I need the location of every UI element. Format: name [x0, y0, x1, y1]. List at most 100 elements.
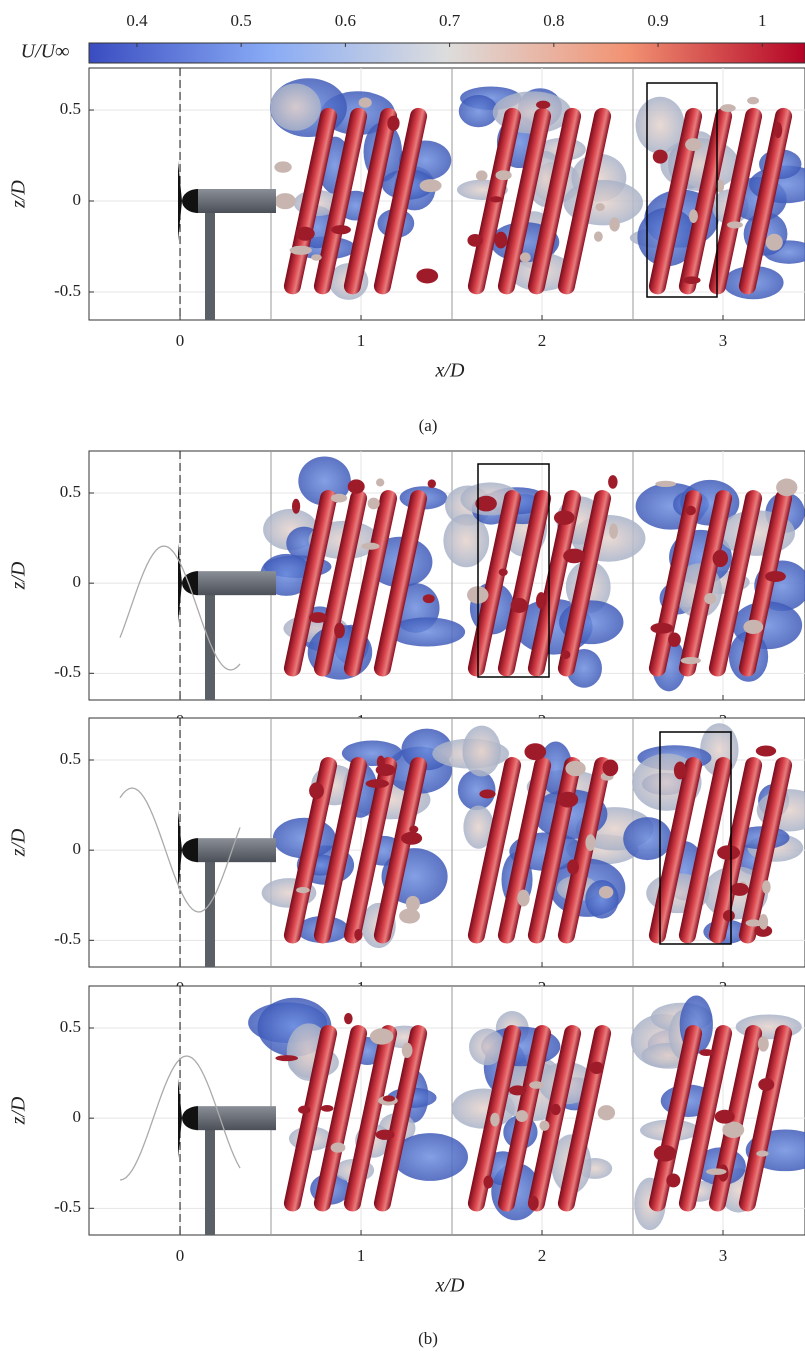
flow-blob	[399, 908, 420, 923]
flow-blob	[416, 268, 438, 283]
flow-blob	[743, 620, 763, 634]
flow-blob	[296, 887, 310, 893]
flow-blob	[296, 227, 315, 241]
flow-blob	[567, 859, 579, 874]
flow-blob	[650, 623, 673, 634]
x-axis-label: x/D	[435, 360, 465, 382]
tower	[205, 209, 215, 320]
flow-blob	[759, 914, 768, 930]
flow-blob	[387, 116, 399, 131]
flow-blob	[359, 97, 372, 107]
flow-blob	[730, 883, 748, 896]
flow-blob	[402, 1043, 413, 1058]
flow-blob	[674, 762, 686, 780]
x-tick-label: 2	[538, 331, 547, 350]
flow-blob	[756, 1151, 768, 1157]
flow-blob	[483, 1176, 493, 1189]
flow-blob	[376, 478, 384, 486]
flow-blob	[539, 1120, 549, 1131]
flow-blob	[275, 1055, 298, 1061]
flow-blob	[686, 506, 696, 516]
flow-blob	[529, 1081, 544, 1088]
nacelle	[196, 189, 276, 213]
flow-blob	[274, 161, 291, 172]
x-tick-label: 2	[538, 1246, 547, 1265]
flow-blob	[776, 479, 797, 497]
flow-blob	[401, 832, 422, 845]
flow-blob	[602, 759, 618, 776]
flow-blob	[517, 890, 529, 907]
flow-blob	[420, 179, 442, 192]
flow-blob	[598, 1105, 615, 1120]
flow-blob	[756, 746, 776, 757]
colorbar-tick-label: 1	[758, 11, 767, 30]
flow-blob	[551, 1104, 561, 1115]
flow-blob	[766, 234, 783, 251]
x-tick-label: 3	[719, 1246, 728, 1265]
flow-blob	[715, 1110, 735, 1124]
y-axis-label: z/D	[8, 180, 30, 209]
flow-blob	[298, 1106, 310, 1114]
flow-blob	[361, 543, 379, 550]
caption: (b)	[418, 1329, 438, 1348]
flow-blob	[344, 1013, 352, 1024]
panel: 0123-0.500.5z/D	[8, 451, 805, 730]
flow-blob	[706, 1168, 726, 1175]
flow-blob	[723, 910, 735, 921]
y-tick-label: 0	[73, 572, 82, 591]
flow-blob	[423, 594, 435, 603]
flow-blob	[520, 252, 531, 262]
flow-blob	[557, 792, 578, 808]
flow-blob	[608, 475, 618, 489]
flow-blob	[462, 726, 501, 777]
flow-blob	[765, 571, 786, 582]
flow-blob	[459, 95, 498, 127]
flow-blob	[496, 170, 512, 180]
flow-blob	[594, 231, 603, 241]
flow-blob	[334, 623, 345, 639]
x-tick-label: 1	[357, 1246, 366, 1265]
flow-blob	[683, 276, 701, 284]
x-tick-label: 1	[357, 331, 366, 350]
flow-blob	[348, 479, 365, 493]
flow-blob	[713, 550, 729, 567]
nacelle	[196, 1106, 276, 1130]
flow-blob	[409, 826, 418, 833]
flow-blob	[509, 1085, 526, 1095]
flow-blob	[490, 1113, 499, 1127]
flow-blob	[309, 612, 327, 623]
flow-blob	[563, 549, 585, 564]
nacelle	[196, 571, 276, 595]
flow-blob	[681, 657, 701, 664]
flow-blob	[655, 481, 676, 487]
flow-blob	[758, 1036, 769, 1051]
flow-blob	[685, 138, 701, 151]
flow-blob	[368, 498, 380, 510]
flow-blob	[292, 499, 300, 514]
flow-blob	[270, 84, 321, 131]
flow-blob	[383, 1095, 395, 1101]
colorbar-tick-label: 0.7	[439, 11, 461, 30]
colorbar-tick-label: 0.6	[335, 11, 356, 30]
flow-blob	[516, 1110, 528, 1122]
y-axis-label: z/D	[8, 1096, 30, 1125]
flow-blob	[590, 1062, 604, 1074]
flow-blob	[370, 1028, 394, 1044]
flow-blob	[727, 221, 743, 228]
colorbar-tick-label: 0.4	[126, 11, 148, 30]
flow-blob	[623, 817, 671, 860]
flow-blob	[489, 196, 502, 202]
flow-blob	[554, 510, 575, 525]
flow-blob	[377, 756, 385, 769]
caption: (a)	[419, 416, 438, 435]
y-tick-label: 0	[73, 839, 82, 858]
flow-blob	[354, 929, 362, 941]
flow-blob	[666, 1173, 680, 1187]
y-tick-label: -0.5	[54, 1197, 81, 1216]
colorbar-tick-label: 0.9	[647, 11, 668, 30]
tower	[205, 1126, 215, 1235]
flow-blob	[479, 789, 495, 798]
x-tick-label: 3	[719, 331, 728, 350]
tower	[205, 591, 215, 700]
x-axis-label: x/D	[435, 1275, 465, 1297]
